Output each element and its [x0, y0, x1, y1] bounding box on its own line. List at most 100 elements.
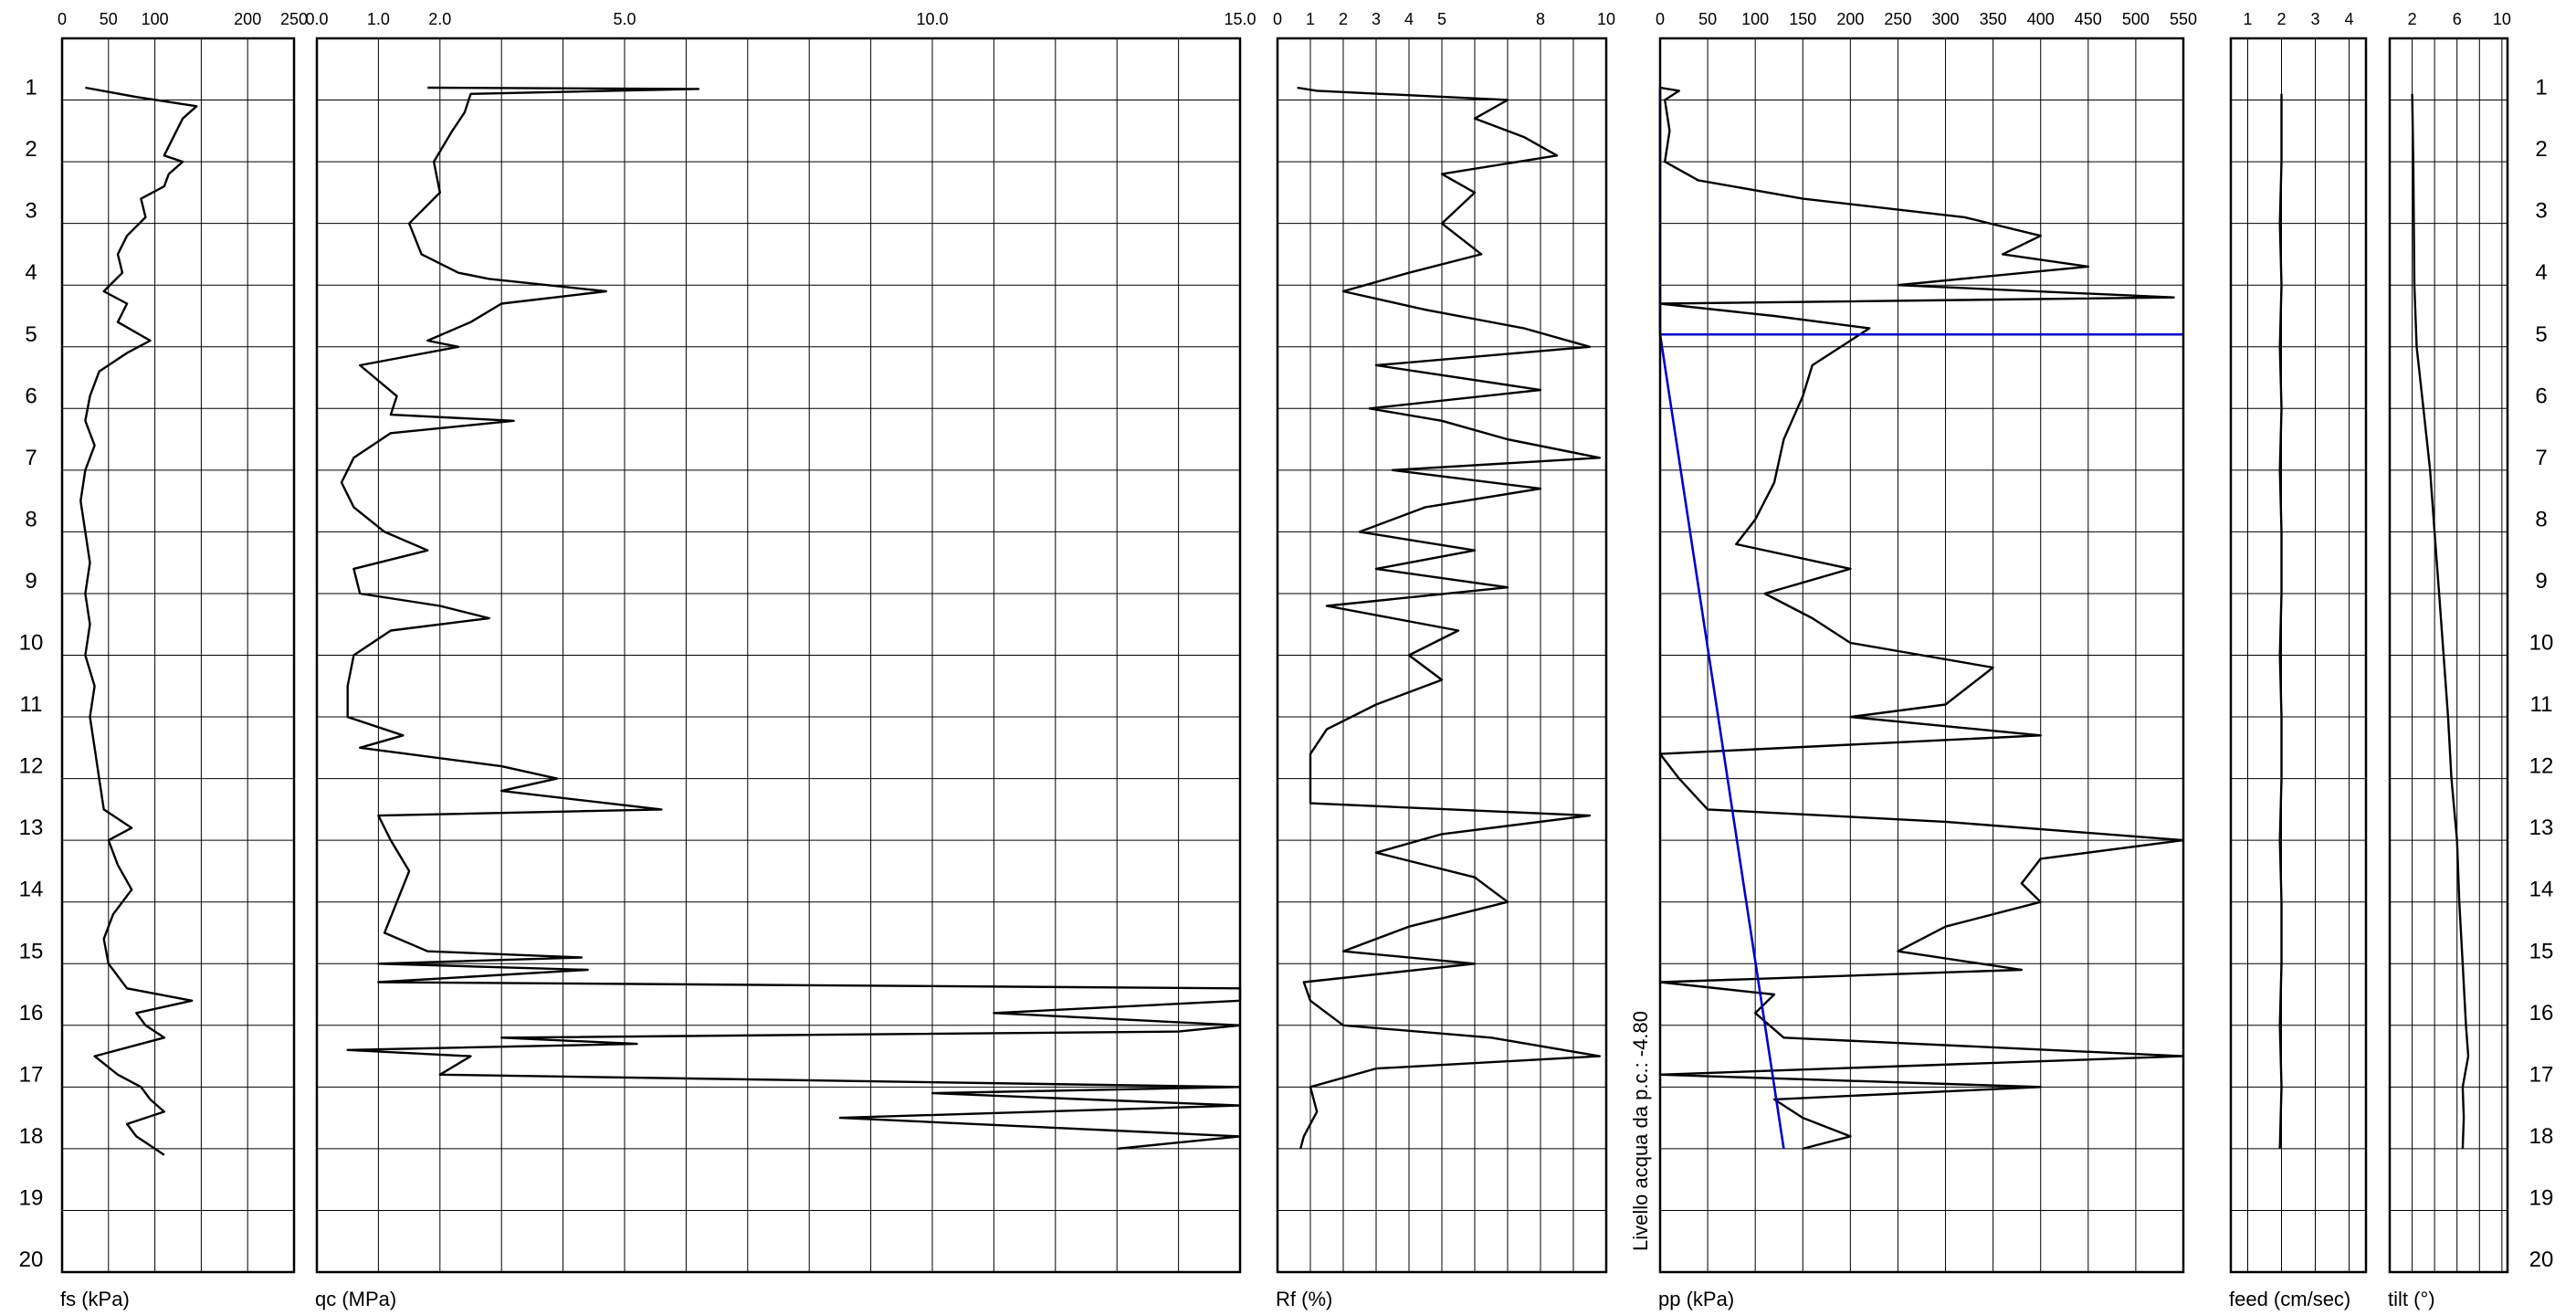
panel-frame-pp [1658, 37, 2185, 1274]
depth-tick-label-left: 19 [19, 1185, 44, 1210]
grid-layer [62, 38, 2508, 1272]
tick-label-Rf: 10 [1597, 10, 1615, 28]
series-line-tilt-0 [2411, 93, 2470, 1149]
tick-label-Rf: 5 [1437, 10, 1446, 28]
depth-tick-label-left: 20 [19, 1247, 44, 1272]
depth-tick-label-right: 6 [2535, 384, 2547, 408]
depth-tick-label-left: 18 [19, 1124, 44, 1149]
depth-tick-label-left: 7 [25, 446, 37, 470]
frame-layer [60, 37, 2509, 1274]
depth-tick-label-left: 17 [19, 1062, 44, 1087]
tick-label-pp: 50 [1698, 10, 1717, 28]
tick-label-pp: 0 [1656, 10, 1665, 28]
panel-frame-tilt [2388, 37, 2509, 1274]
tick-label-pp: 400 [2027, 10, 2055, 28]
tick-label-feed: 3 [2310, 10, 2319, 28]
tick-label-pp: 150 [1789, 10, 1816, 28]
depth-tick-label-right: 15 [2529, 939, 2554, 963]
depth-tick-label-right: 5 [2535, 322, 2547, 347]
axis-label-tilt: tilt (°) [2388, 1288, 2435, 1310]
axis-label-feed: feed (cm/sec) [2229, 1288, 2350, 1310]
tick-label-qc: 5.0 [613, 10, 636, 28]
tick-label-Rf: 0 [1273, 10, 1282, 28]
depth-tick-label-right: 9 [2535, 569, 2547, 594]
depth-tick-label-right: 16 [2529, 1001, 2554, 1026]
tick-label-qc: 15.0 [1224, 10, 1256, 28]
tick-label-qc: 0.0 [305, 10, 328, 28]
tick-label-feed: 2 [2276, 10, 2286, 28]
tick-label-qc: 2.0 [428, 10, 451, 28]
tick-label-feed: 4 [2344, 10, 2353, 28]
tick-label-pp: 200 [1836, 10, 1864, 28]
tick-label-Rf: 2 [1339, 10, 1348, 28]
depth-tick-label-right: 11 [2530, 692, 2553, 717]
depth-tick-label-left: 3 [25, 199, 37, 224]
depth-tick-label-right: 19 [2529, 1185, 2554, 1210]
tick-label-pp: 250 [1884, 10, 1911, 28]
series-layer [79, 86, 2470, 1156]
depth-tick-label-right: 20 [2529, 1247, 2554, 1272]
tick-label-tilt: 6 [2453, 10, 2462, 28]
depth-tick-label-left: 13 [19, 815, 44, 840]
tick-label-fs: 50 [100, 10, 118, 28]
depth-tick-label-left: 8 [25, 507, 37, 531]
depth-tick-label-left: 4 [25, 260, 37, 285]
tick-label-fs: 200 [234, 10, 261, 28]
tick-label-pp: 500 [2122, 10, 2150, 28]
tick-label-Rf: 4 [1404, 10, 1414, 28]
depth-tick-label-right: 1 [2535, 76, 2547, 100]
tick-label-pp: 300 [1932, 10, 1960, 28]
depth-tick-label-right: 12 [2529, 754, 2554, 779]
tick-label-pp: 350 [1980, 10, 2007, 28]
tick-label-fs: 0 [58, 10, 67, 28]
series-line-pp-0 [1658, 86, 2185, 1151]
axis-label-fs: fs (kPa) [60, 1288, 130, 1310]
depth-tick-label-left: 5 [25, 322, 37, 347]
depth-tick-label-right: 14 [2529, 878, 2554, 902]
depth-tick-label-left: 9 [25, 569, 37, 594]
tick-label-Rf: 3 [1372, 10, 1381, 28]
depth-tick-label-left: 12 [19, 754, 44, 779]
tick-label-pp: 450 [2075, 10, 2102, 28]
depth-tick-label-left: 1 [25, 76, 37, 100]
water-level-annotation: Livello acqua da p.c.: -4.80 [1629, 1011, 1652, 1251]
depth-tick-label-right: 3 [2535, 199, 2547, 224]
tick-label-fs: 250 [280, 10, 308, 28]
series-line-qc-0 [340, 86, 1242, 1151]
depth-tick-label-right: 8 [2535, 507, 2547, 531]
depth-tick-label-right: 17 [2529, 1062, 2554, 1087]
axis-label-Rf: Rf (%) [1276, 1288, 1332, 1310]
depth-tick-label-right: 13 [2529, 815, 2554, 840]
tick-label-Rf: 8 [1536, 10, 1545, 28]
axis-label-qc: qc (MPa) [315, 1288, 396, 1310]
panel-frame-qc [315, 37, 1242, 1274]
tick-label-qc: 10.0 [916, 10, 948, 28]
tick-label-feed: 1 [2243, 10, 2252, 28]
tick-label-fs: 100 [142, 10, 169, 28]
depth-tick-label-right: 10 [2529, 631, 2554, 656]
tick-label-tilt: 10 [2493, 10, 2511, 28]
tick-label-pp: 550 [2170, 10, 2197, 28]
series-line-fs-0 [79, 86, 198, 1156]
depth-tick-label-left: 15 [19, 939, 44, 963]
depth-tick-label-left: 14 [19, 878, 44, 902]
depth-tick-label-right: 2 [2535, 137, 2547, 162]
series-line-Rf-0 [1297, 86, 1602, 1150]
tick-label-tilt: 2 [2408, 10, 2417, 28]
panel-frame-fs [60, 37, 296, 1274]
depth-tick-label-right: 18 [2529, 1124, 2554, 1149]
depth-tick-label-left: 2 [25, 137, 37, 162]
panel-frame-feed [2229, 37, 2368, 1274]
tick-label-qc: 1.0 [367, 10, 390, 28]
depth-tick-label-left: 11 [20, 692, 43, 717]
series-line-feed-0 [2278, 93, 2283, 1149]
axis-label-pp: pp (kPa) [1658, 1288, 1734, 1310]
depth-tick-label-left: 6 [25, 384, 37, 408]
depth-tick-label-right: 4 [2535, 260, 2547, 285]
depth-tick-label-right: 7 [2535, 446, 2547, 470]
tick-label-Rf: 1 [1306, 10, 1315, 28]
depth-tick-label-left: 10 [19, 631, 44, 656]
panel-frame-Rf [1276, 37, 1608, 1274]
